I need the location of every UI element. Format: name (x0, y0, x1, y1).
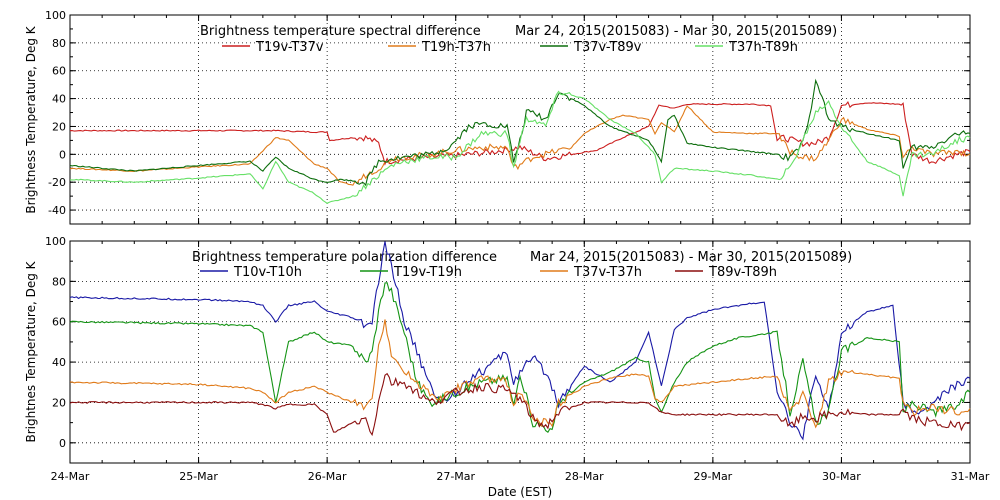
legend-label: T19v-T19h (393, 265, 462, 280)
y-tick-label: 80 (52, 37, 66, 50)
y-tick-label: -20 (48, 176, 66, 189)
top-chart-title: Brightness temperature spectral differen… (200, 24, 481, 39)
bottom-y-axis-label: Brightnes Temperature, Deg K (24, 260, 38, 442)
bottom-panel-frame (69, 240, 971, 464)
y-tick-label: -40 (48, 204, 66, 217)
x-tick-label: 27-Mar (436, 470, 475, 483)
series-line-t19h-t37h (69, 105, 971, 186)
bottom-chart-date-range: Mar 24, 2015(2015083) - Mar 30, 2015(201… (530, 250, 852, 265)
x-tick-label: 24-Mar (51, 470, 90, 483)
series-line-t19v-t37v (69, 101, 971, 166)
y-tick-label: 0 (59, 437, 66, 450)
y-tick-label: 60 (52, 316, 66, 329)
series-line-t37h-t89h (70, 90, 971, 204)
y-tick-label: 80 (52, 275, 66, 288)
y-tick-label: 40 (52, 356, 66, 369)
x-axis-label: Date (EST) (488, 485, 552, 499)
legend-label: T19v-T37v (255, 40, 324, 55)
x-tick-label: 25-Mar (179, 470, 218, 483)
series-line-t89v-t89h (69, 372, 971, 437)
legend-label: T37h-T89h (728, 40, 798, 55)
y-tick-label: 100 (45, 9, 66, 22)
legend-label: T89v-T89h (708, 265, 777, 280)
x-tick-label: 31-Mar (951, 470, 990, 483)
y-tick-label: 20 (52, 396, 66, 409)
y-tick-label: 0 (59, 148, 66, 161)
x-tick-label: 28-Mar (565, 470, 604, 483)
top-chart-date-range: Mar 24, 2015(2015083) - Mar 30, 2015(201… (515, 24, 837, 39)
legend-label: T19h-T37h (421, 40, 491, 55)
top-y-axis-label: Brightness Temperature, Deg K (24, 25, 38, 213)
series-line-t37v-t89v (69, 78, 971, 187)
x-tick-label: 30-Mar (822, 470, 861, 483)
x-tick-label: 29-Mar (693, 470, 732, 483)
y-tick-label: 60 (52, 65, 66, 78)
legend-label: T37v-T37h (573, 265, 642, 280)
series-line-t19v-t19h (69, 282, 971, 433)
legend-label: T37v-T89v (573, 40, 642, 55)
bottom-chart-title: Brightness temperature polarization diff… (192, 250, 497, 265)
x-tick-label: 26-Mar (308, 470, 347, 483)
legend-label: T10v-T10h (233, 265, 302, 280)
y-tick-label: 40 (52, 93, 66, 106)
top-panel-frame (69, 14, 971, 225)
y-tick-label: 100 (45, 235, 66, 248)
series-line-t10v-t10h (69, 241, 971, 441)
y-tick-label: 20 (52, 120, 66, 133)
